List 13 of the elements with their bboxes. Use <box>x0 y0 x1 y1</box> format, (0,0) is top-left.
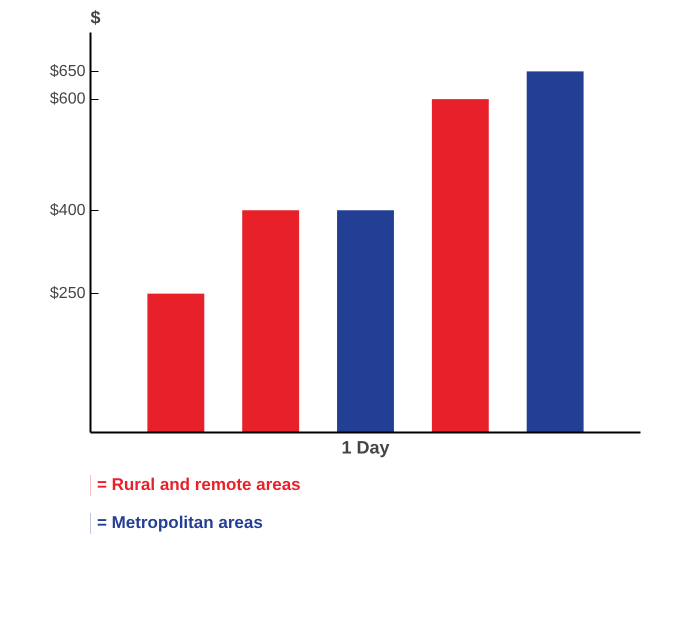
x-axis-title: 1 Day <box>341 438 390 458</box>
bar <box>147 294 204 432</box>
y-tick-label: $600 <box>50 90 86 108</box>
bar <box>337 210 394 432</box>
bar <box>242 210 300 432</box>
bar <box>432 99 489 432</box>
y-tick-label: $650 <box>50 62 86 80</box>
bar <box>526 71 584 432</box>
y-tick-label: $250 <box>50 285 86 302</box>
y-axis-title: $ <box>90 8 101 28</box>
y-tick-label: $400 <box>50 202 86 219</box>
legend-label: = Rural and remote areas <box>97 475 301 495</box>
legend-label: = Metropolitan areas <box>97 513 263 533</box>
